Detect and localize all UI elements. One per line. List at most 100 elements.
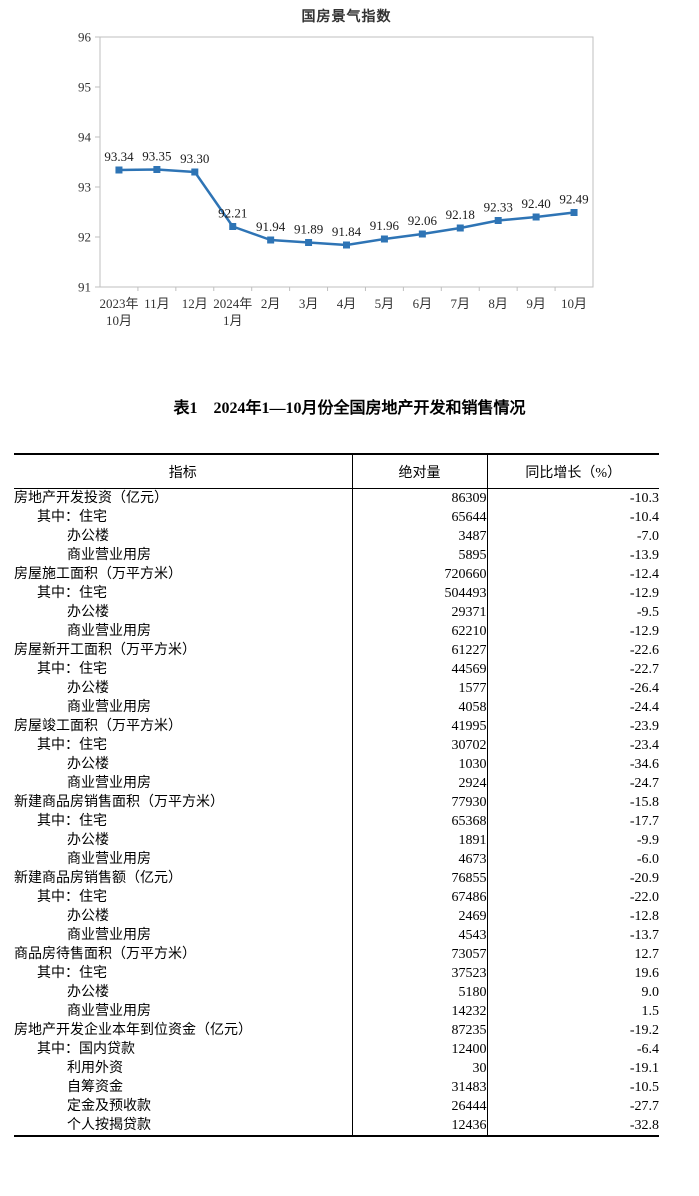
table-row: 办公楼 2469 -12.8 — [14, 907, 659, 926]
data-point-label: 92.18 — [446, 207, 475, 222]
absolute-value-cell: 41995 — [351, 717, 487, 736]
indicator-cell: 办公楼 — [67, 529, 109, 544]
indicator-cell: 其中：住宅 — [37, 510, 107, 525]
x-axis-label: 2月 — [261, 296, 281, 311]
indicator-cell: 商业营业用房 — [67, 776, 151, 791]
data-point-label: 92.06 — [408, 213, 438, 228]
y-tick-label: 92 — [78, 230, 91, 245]
y-tick-label: 96 — [78, 30, 92, 45]
indicator-cell: 商业营业用房 — [67, 852, 151, 867]
data-point-marker — [191, 168, 199, 176]
absolute-value-cell: 26444 — [351, 1097, 487, 1116]
col-header-yoy-growth: 同比增长（%） — [486, 454, 659, 489]
indicator-cell: 其中：住宅 — [37, 890, 107, 905]
table-row: 商业营业用房 2924 -24.7 — [14, 774, 659, 793]
absolute-value-cell: 1891 — [351, 831, 487, 850]
indicator-cell: 其中：住宅 — [37, 966, 107, 981]
table-row: 办公楼 29371 -9.5 — [14, 603, 659, 622]
indicator-cell: 商业营业用房 — [67, 1004, 151, 1019]
table-row: 房屋施工面积（万平方米） 720660 -12.4 — [14, 565, 659, 584]
absolute-value-cell: 12436 — [351, 1116, 487, 1136]
indicator-cell: 其中：住宅 — [37, 586, 107, 601]
table-row: 其中：住宅 44569 -22.7 — [14, 660, 659, 679]
table-row: 商业营业用房 4673 -6.0 — [14, 850, 659, 869]
absolute-value-cell: 1577 — [351, 679, 487, 698]
growth-cell: 9.0 — [486, 983, 659, 1002]
data-point-marker — [229, 223, 237, 230]
data-point-label: 92.49 — [559, 192, 588, 207]
indicator-cell: 新建商品房销售额（亿元） — [14, 871, 182, 886]
col-header-indicator: 指标 — [14, 454, 352, 489]
indicator-cell: 商业营业用房 — [67, 624, 151, 639]
absolute-value-cell: 73057 — [351, 945, 487, 964]
indicator-cell: 办公楼 — [67, 681, 109, 696]
table-row: 房地产开发投资（亿元） 86309 -10.3 — [14, 488, 659, 508]
growth-cell: -6.4 — [486, 1040, 659, 1059]
data-point-label: 91.84 — [332, 224, 362, 239]
growth-cell: -13.9 — [486, 546, 659, 565]
absolute-value-cell: 4058 — [351, 698, 487, 717]
x-axis-label: 2023年 — [99, 296, 138, 311]
growth-cell: -10.5 — [486, 1078, 659, 1097]
absolute-value-cell: 65368 — [351, 812, 487, 831]
data-point-marker — [343, 241, 350, 249]
table-row: 商业营业用房 14232 1.5 — [14, 1002, 659, 1021]
data-point-marker — [494, 217, 502, 224]
table-row: 商业营业用房 4543 -13.7 — [14, 926, 659, 945]
data-point-label: 92.21 — [218, 206, 247, 221]
x-axis-label: 5月 — [375, 296, 395, 311]
indicator-cell: 办公楼 — [67, 605, 109, 620]
growth-cell: 1.5 — [486, 1002, 659, 1021]
growth-cell: -7.0 — [486, 527, 659, 546]
absolute-value-cell: 2924 — [351, 774, 487, 793]
indicator-cell: 办公楼 — [67, 985, 109, 1000]
data-point-label: 93.34 — [104, 149, 134, 164]
absolute-value-cell: 44569 — [351, 660, 487, 679]
indicator-cell: 商业营业用房 — [67, 700, 151, 715]
data-point-label: 92.33 — [484, 200, 513, 215]
indicator-cell: 商品房待售面积（万平方米） — [14, 947, 196, 962]
growth-cell: -12.9 — [486, 622, 659, 641]
y-tick-label: 91 — [78, 280, 91, 295]
data-point-marker — [267, 236, 275, 244]
table-row: 办公楼 3487 -7.0 — [14, 527, 659, 546]
x-axis-label: 3月 — [299, 296, 319, 311]
data-point-marker — [380, 235, 388, 243]
table-row: 利用外资 30 -19.1 — [14, 1059, 659, 1078]
table-row: 其中：住宅 65368 -17.7 — [14, 812, 659, 831]
data-point-marker — [305, 239, 313, 246]
growth-cell: -20.9 — [486, 869, 659, 888]
absolute-value-cell: 62210 — [351, 622, 487, 641]
absolute-value-cell: 37523 — [351, 964, 487, 983]
growth-cell: -19.1 — [486, 1059, 659, 1078]
absolute-value-cell: 77930 — [351, 793, 487, 812]
table-row: 自筹资金 31483 -10.5 — [14, 1078, 659, 1097]
table-row: 办公楼 1030 -34.6 — [14, 755, 659, 774]
table-row: 商业营业用房 62210 -12.9 — [14, 622, 659, 641]
absolute-value-cell: 720660 — [351, 565, 487, 584]
growth-cell: -17.7 — [486, 812, 659, 831]
absolute-value-cell: 12400 — [351, 1040, 487, 1059]
y-tick-label: 93 — [78, 180, 91, 195]
y-tick-label: 95 — [78, 80, 91, 95]
data-point-marker — [418, 230, 426, 238]
x-axis-label: 11月 — [144, 296, 170, 311]
table-row: 办公楼 5180 9.0 — [14, 983, 659, 1002]
data-table: 指标 绝对量 同比增长（%） 房地产开发投资（亿元） 86309 -10.3 其中：住… — [14, 453, 659, 1137]
y-tick-label: 94 — [78, 130, 92, 145]
growth-cell: -22.0 — [486, 888, 659, 907]
data-point-label: 93.30 — [180, 151, 209, 166]
absolute-value-cell: 2469 — [351, 907, 487, 926]
data-point-marker — [153, 166, 161, 173]
absolute-value-cell: 30702 — [351, 736, 487, 755]
growth-cell: 19.6 — [486, 964, 659, 983]
absolute-value-cell: 30 — [351, 1059, 487, 1078]
table-row: 房屋新开工面积（万平方米） 61227 -22.6 — [14, 641, 659, 660]
x-axis-label: 9月 — [526, 296, 546, 311]
table-row: 其中：住宅 67486 -22.0 — [14, 888, 659, 907]
absolute-value-cell: 65644 — [351, 508, 487, 527]
table-row: 房屋竣工面积（万平方米） 41995 -23.9 — [14, 717, 659, 736]
growth-cell: -9.9 — [486, 831, 659, 850]
data-point-label: 93.35 — [142, 149, 171, 164]
table-header-row: 指标 绝对量 同比增长（%） — [14, 454, 659, 489]
